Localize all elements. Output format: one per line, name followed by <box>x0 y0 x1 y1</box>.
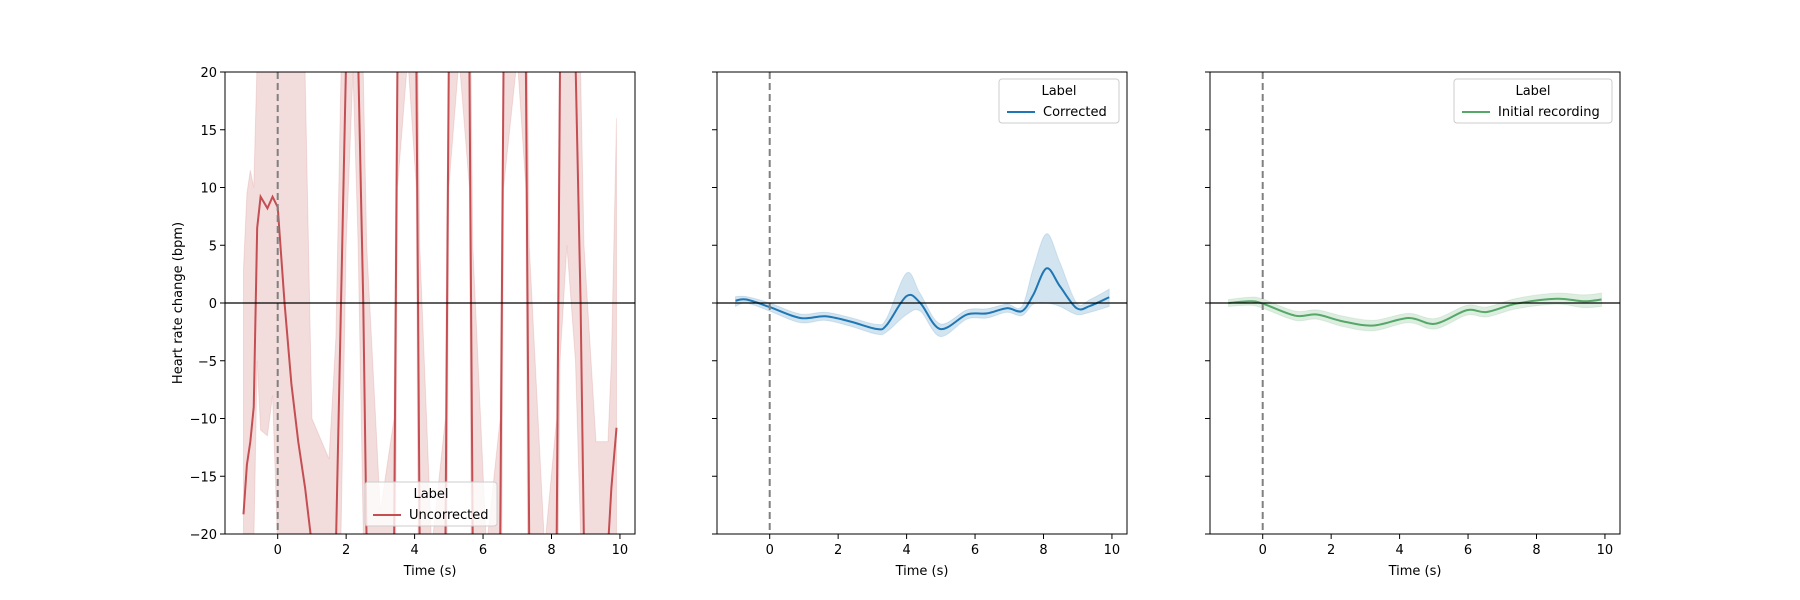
x-tick-label: 6 <box>479 543 487 558</box>
x-tick-label: 0 <box>1259 543 1267 558</box>
series-line <box>242 72 618 534</box>
y-tick-label: −15 <box>190 470 217 485</box>
series-line <box>1228 297 1602 327</box>
x-tick-label: 0 <box>766 543 774 558</box>
plot-area <box>1227 292 1603 332</box>
legend-label: Initial recording <box>1498 105 1600 120</box>
plot-area <box>734 233 1110 337</box>
y-tick-label: −20 <box>190 528 217 543</box>
legend-label: Corrected <box>1043 105 1107 120</box>
y-tick-label: 10 <box>200 182 217 197</box>
x-tick-label: 2 <box>1327 543 1335 558</box>
panel-2: 0 2 4 6 8 10 Time (s) Label Corrected <box>712 71 1128 579</box>
y-axis-label: Heart rate change (bpm) <box>171 222 186 384</box>
y-tick-label: −10 <box>190 413 217 428</box>
x-tick-label: 10 <box>1597 543 1614 558</box>
y-tick-label: 15 <box>200 124 217 139</box>
legend-box <box>1453 78 1613 124</box>
x-axis-label: Time (s) <box>403 564 457 579</box>
legend-label: Uncorrected <box>409 508 489 523</box>
y-tick-label: 0 <box>209 297 217 312</box>
x-axis-label: Time (s) <box>1388 564 1442 579</box>
confidence-band <box>734 233 1110 337</box>
legend-title: Label <box>413 487 448 502</box>
panel-1: 0 2 4 6 8 10 20 15 10 5 0 −5 −10 −15 −20 Time (s) Heart … <box>171 66 636 579</box>
x-axis-label: Time (s) <box>895 564 949 579</box>
x-tick-label: 4 <box>410 543 418 558</box>
x-tick-label: 6 <box>1464 543 1472 558</box>
x-tick-label: 8 <box>1532 543 1540 558</box>
x-tick-label: 6 <box>971 543 979 558</box>
x-tick-label: 2 <box>834 543 842 558</box>
legend-title: Label <box>1041 84 1076 99</box>
x-tick-label: 0 <box>274 543 282 558</box>
legend: Label Initial recording <box>1453 78 1613 124</box>
y-tick-label: 5 <box>209 239 217 254</box>
plot-area <box>242 72 618 534</box>
x-tick-label: 8 <box>547 543 555 558</box>
y-tick-label: 20 <box>200 66 217 81</box>
panel-3: 0 2 4 6 8 10 Time (s) Label Initial recording <box>1205 71 1621 579</box>
legend: Label Corrected <box>998 78 1120 124</box>
legend: Label Uncorrected <box>364 481 498 527</box>
x-tick-label: 10 <box>1104 543 1121 558</box>
x-tick-label: 2 <box>342 543 350 558</box>
x-tick-label: 4 <box>1395 543 1403 558</box>
x-tick-label: 8 <box>1039 543 1047 558</box>
legend-title: Label <box>1515 84 1550 99</box>
y-tick-label: −5 <box>198 355 217 370</box>
x-tick-label: 10 <box>612 543 629 558</box>
x-tick-label: 4 <box>902 543 910 558</box>
series-line <box>735 267 1110 331</box>
confidence-band <box>242 72 618 534</box>
